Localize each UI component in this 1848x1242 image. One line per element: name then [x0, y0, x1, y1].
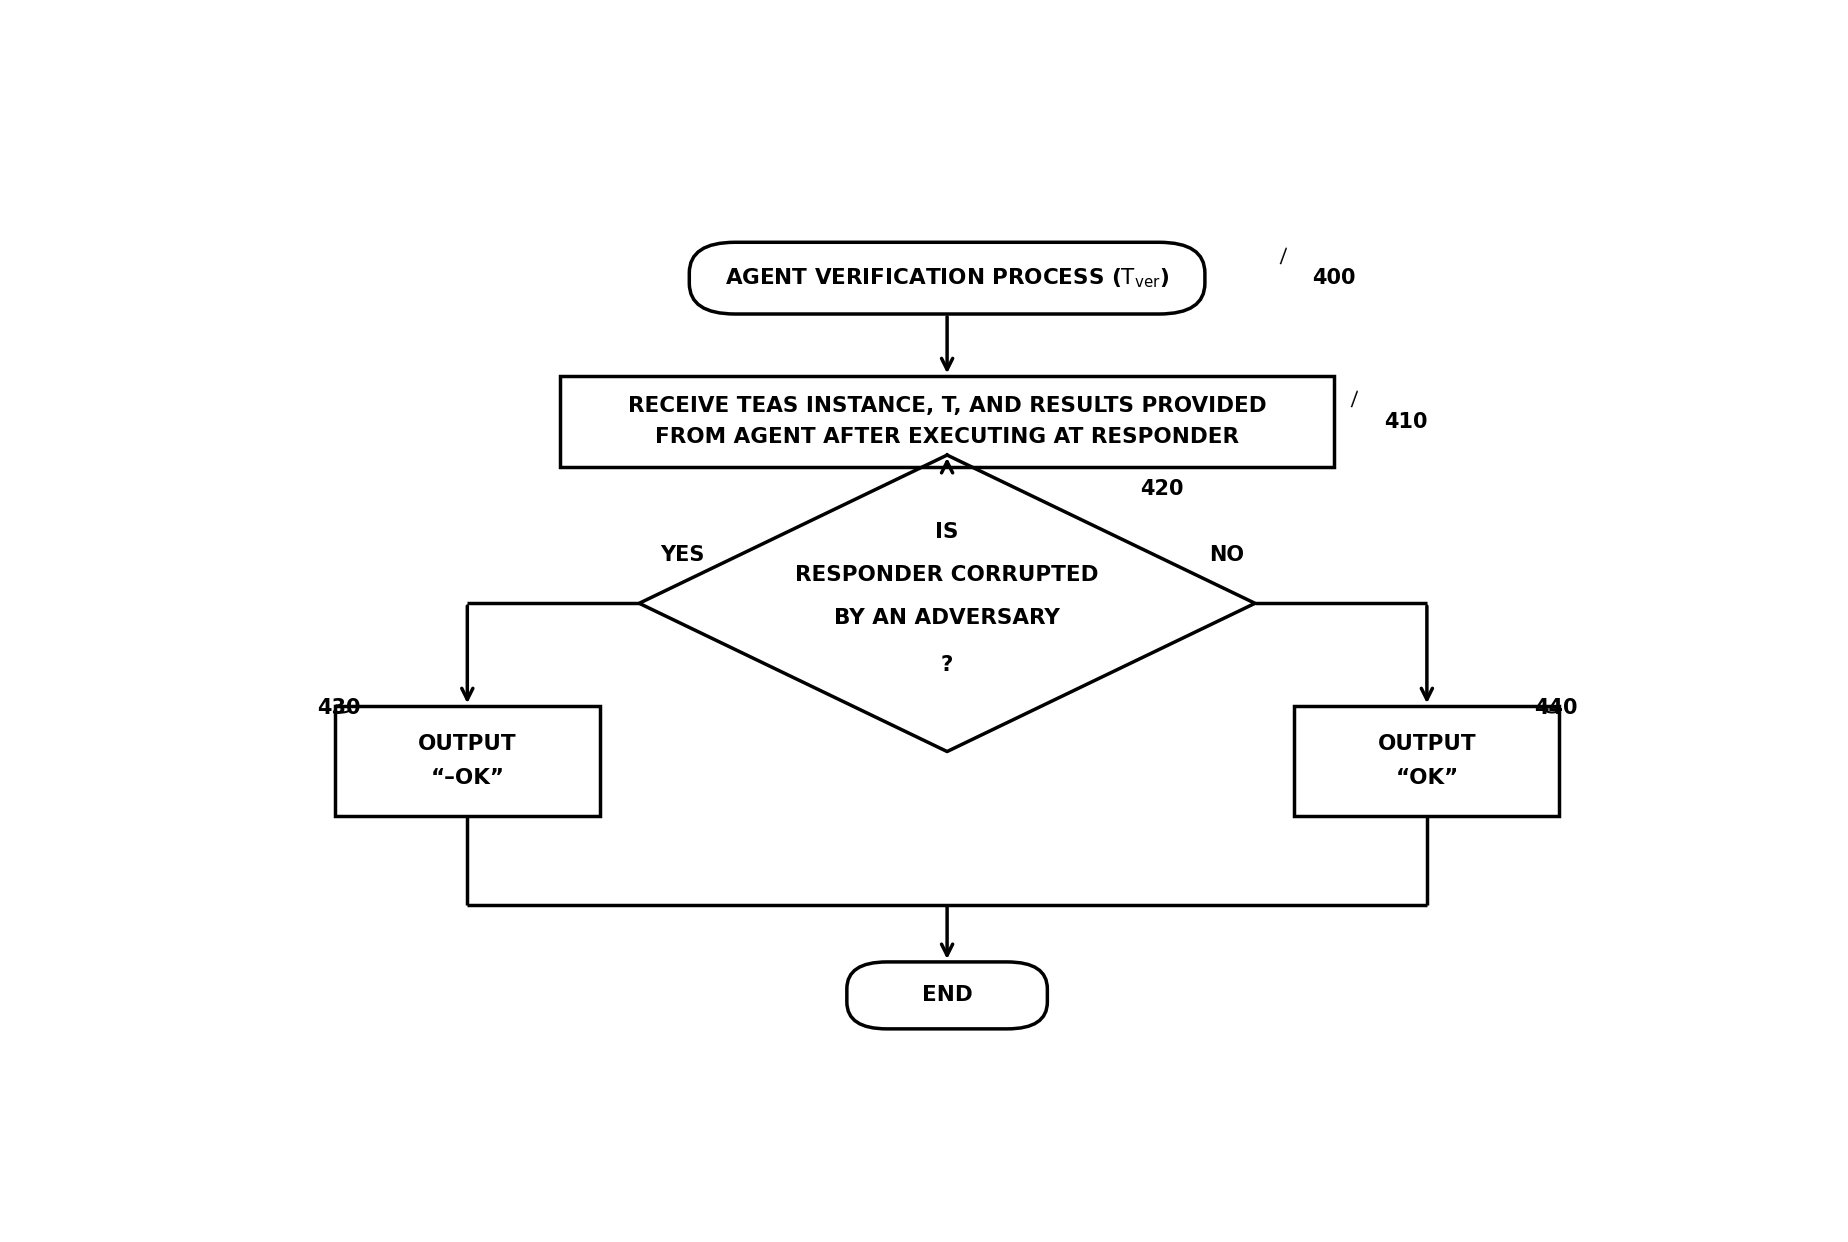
Bar — [334, 707, 601, 816]
Text: FROM AGENT AFTER EXECUTING AT RESPONDER: FROM AGENT AFTER EXECUTING AT RESPONDER — [654, 427, 1240, 447]
Text: 410: 410 — [1384, 411, 1427, 432]
Text: ?: ? — [941, 656, 954, 676]
Text: RECEIVE TEAS INSTANCE, T, AND RESULTS PROVIDED: RECEIVE TEAS INSTANCE, T, AND RESULTS PR… — [628, 396, 1266, 416]
Text: BY AN ADVERSARY: BY AN ADVERSARY — [833, 607, 1061, 627]
Text: OUTPUT: OUTPUT — [1377, 734, 1477, 754]
Text: 430: 430 — [318, 698, 360, 719]
FancyBboxPatch shape — [689, 242, 1205, 314]
Text: 440: 440 — [1534, 698, 1578, 719]
Text: IS: IS — [935, 522, 959, 542]
Text: OUTPUT: OUTPUT — [418, 734, 517, 754]
Text: 400: 400 — [1312, 268, 1356, 288]
Text: RESPONDER CORRUPTED: RESPONDER CORRUPTED — [795, 565, 1100, 585]
Text: END: END — [922, 985, 972, 1006]
Text: “OK”: “OK” — [1395, 768, 1458, 787]
Bar — [1294, 707, 1560, 816]
Bar — [560, 376, 1334, 467]
Text: AGENT VERIFICATION PROCESS ($\mathsf{T_{ver}}$): AGENT VERIFICATION PROCESS ($\mathsf{T_{… — [724, 266, 1170, 289]
Text: 420: 420 — [1140, 478, 1185, 498]
Text: —: — — [1271, 242, 1295, 267]
Text: YES: YES — [660, 545, 704, 565]
Text: NO: NO — [1209, 545, 1244, 565]
Text: —: — — [1343, 385, 1368, 410]
FancyBboxPatch shape — [846, 961, 1048, 1028]
Text: “–OK”: “–OK” — [431, 768, 505, 787]
